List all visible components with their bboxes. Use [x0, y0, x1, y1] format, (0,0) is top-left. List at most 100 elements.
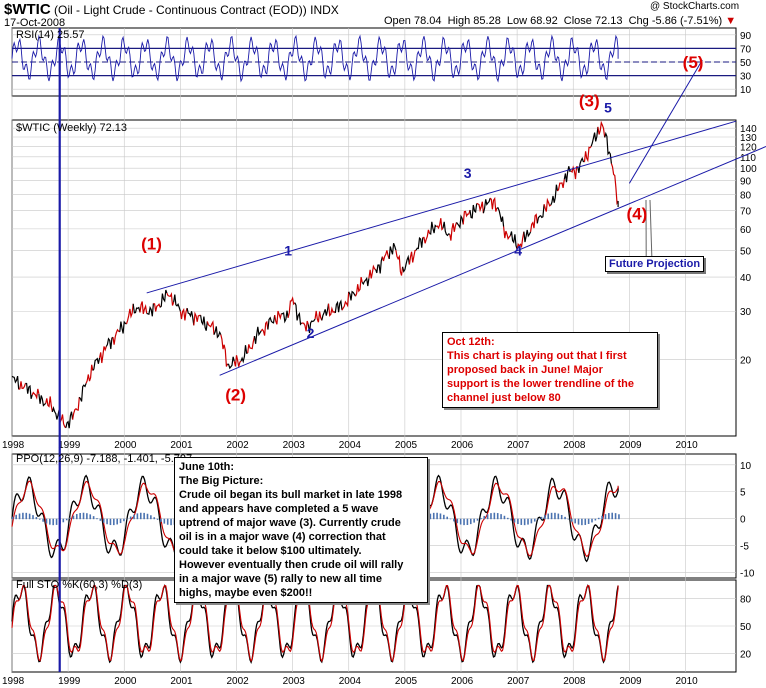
ppo-histogram-bar — [12, 516, 14, 520]
ppo-histogram-bar — [533, 518, 536, 522]
price-line-segment — [92, 357, 101, 371]
price-line-segment — [550, 184, 559, 206]
price-line-segment — [119, 320, 127, 334]
x-tick-label: 1998 — [2, 440, 25, 451]
ppo-histogram-bar — [520, 518, 523, 525]
ppo-histogram-bar — [62, 518, 65, 523]
price-line-segment — [146, 303, 154, 317]
price-line-segment — [489, 196, 498, 212]
wave-label: 2 — [307, 325, 315, 341]
price-line-segment — [213, 326, 222, 339]
ppo-histogram-bar — [544, 514, 546, 520]
ppo-histogram-bar — [119, 518, 122, 524]
ppo-histogram-bar — [32, 515, 34, 520]
trend-lines — [58, 28, 766, 672]
ppo-histogram-bar — [500, 514, 502, 520]
price-line-segment — [583, 145, 592, 163]
ppo-histogram-bar — [129, 516, 132, 520]
price-line-segment — [72, 397, 80, 420]
description: (Oil - Light Crude - Continuous Contract… — [54, 3, 307, 17]
price-tick-label: 80 — [740, 191, 752, 202]
ppo-tick-label: 10 — [740, 461, 752, 472]
ppo-histogram-bar — [75, 514, 78, 520]
ppo-histogram-bar — [523, 518, 526, 526]
price-line-segment — [281, 310, 289, 324]
ppo-histogram-bar — [496, 513, 499, 520]
price-line-segment — [456, 214, 464, 230]
x-tick-label-bottom: 2002 — [226, 676, 249, 687]
x-tick-label-bottom: 2000 — [114, 676, 137, 687]
ppo-histogram-bar — [69, 517, 71, 520]
ppo-histogram-bar — [570, 518, 573, 522]
ppo-histogram-bar — [530, 518, 533, 524]
price-line-segment — [85, 364, 94, 384]
price-line-segment — [610, 163, 619, 206]
price-tick-label: 50 — [740, 247, 752, 258]
ppo-histogram-bar — [139, 512, 142, 520]
price-line-segment — [597, 120, 606, 138]
price-line-segment — [408, 249, 417, 265]
price-tick-label: 100 — [740, 164, 757, 175]
sto-panel — [11, 583, 619, 664]
ppo-histogram-bar — [443, 514, 445, 520]
rsi-tick-label: 10 — [740, 85, 752, 96]
wave-label: (3) — [579, 92, 600, 111]
rsi-line — [11, 34, 619, 83]
ppo-tick-label: 0 — [740, 515, 746, 526]
price-line-segment — [543, 197, 552, 212]
price-line-segment — [341, 291, 350, 311]
ppo-histogram-bar — [618, 514, 620, 520]
ppo-tick-label: -5 — [740, 542, 749, 553]
projection-line — [628, 59, 703, 184]
price-line-segment — [274, 310, 282, 325]
price-line-segment — [139, 301, 148, 314]
price-line-segment — [99, 346, 107, 364]
ppo-histogram-bar — [459, 518, 462, 525]
ppo-histogram-bar — [49, 518, 51, 525]
panel-labels: RSI(14) 25.57 $WTIC (Weekly) 72.13 PPO(1… — [16, 29, 192, 591]
ppo-histogram-bar — [109, 518, 112, 526]
x-tick-label: 2006 — [451, 440, 474, 451]
ppo-histogram-bar — [35, 517, 38, 520]
price-line-segment — [361, 276, 370, 287]
price-line-segment — [462, 209, 471, 225]
ppo-histogram-bar — [449, 518, 452, 520]
x-tick-label: 2009 — [619, 440, 642, 451]
price-line-segment — [509, 231, 518, 250]
price-line-segment — [476, 201, 484, 214]
price-line-segment — [395, 250, 404, 276]
ppo-histogram-bar — [550, 512, 553, 520]
price-tick-label: 20 — [740, 355, 752, 366]
ppo-histogram-bar — [591, 518, 593, 523]
ppo-histogram-bar — [102, 518, 105, 523]
x-tick-label: 2005 — [395, 440, 418, 451]
x-tick-label-bottom: 2010 — [675, 676, 698, 687]
ppo-histogram-bar — [429, 513, 432, 520]
ppo-histogram-bar — [594, 518, 597, 521]
price-line-segment — [321, 303, 330, 321]
june-note: June 10th: The Big Picture: Crude oil be… — [174, 457, 428, 603]
price-line-segment — [247, 335, 256, 354]
price-tick-label: 90 — [740, 177, 752, 188]
price-line-segment — [267, 315, 276, 330]
price-label: $WTIC (Weekly) 72.13 — [16, 122, 127, 134]
price-line-segment — [132, 303, 141, 314]
price-line-segment — [354, 276, 363, 297]
wave-label: (2) — [225, 385, 246, 404]
ppo-histogram-bar — [82, 512, 85, 520]
rsi-tick-label: 30 — [740, 72, 752, 83]
price-tick-label: 130 — [740, 133, 757, 144]
ppo-histogram-bar — [18, 513, 21, 520]
ppo-histogram-bar — [89, 514, 92, 520]
ppo-histogram-bar — [106, 518, 108, 525]
price-line-segment — [159, 289, 168, 308]
rsi-tick-label: 90 — [740, 31, 752, 42]
ppo-histogram-bar — [25, 512, 28, 520]
x-tick-label: 2000 — [114, 440, 137, 451]
ppo-histogram-bar — [92, 516, 95, 520]
price-line-segment — [193, 311, 201, 326]
ppo-histogram-bar — [614, 513, 617, 520]
upper-channel-line — [146, 120, 737, 294]
price-line-segment — [65, 411, 74, 429]
ppo-histogram-bar — [160, 518, 162, 522]
